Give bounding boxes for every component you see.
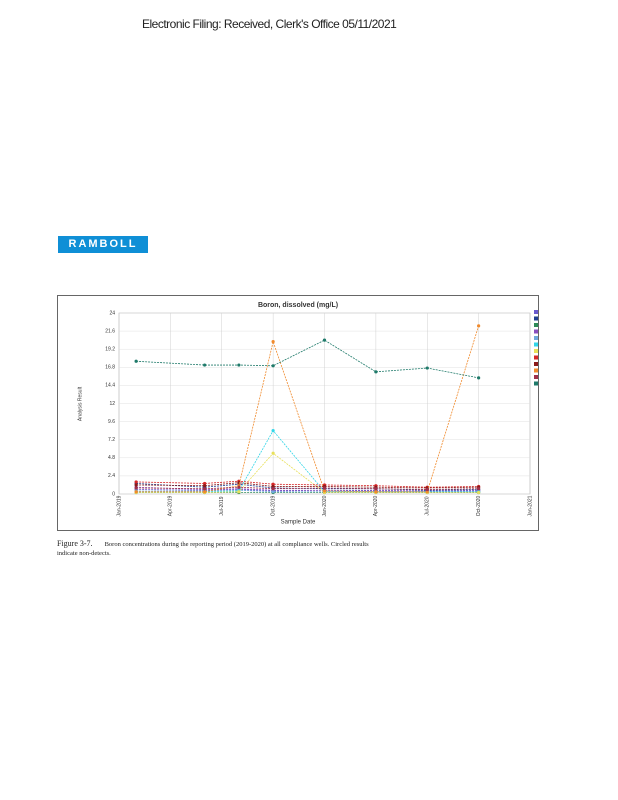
- data-point: [322, 486, 327, 490]
- data-point: [271, 487, 275, 491]
- x-tick-label: Jan-2019: [116, 495, 122, 516]
- data-point: [271, 429, 275, 433]
- data-point: [271, 340, 275, 344]
- data-point: [271, 484, 275, 489]
- series-line: [136, 325, 480, 493]
- x-tick-label: Jan-2021: [527, 495, 533, 516]
- legend-swatch: [534, 381, 538, 386]
- data-point: [271, 490, 275, 494]
- caption-text: Boron concentrations during the reportin…: [57, 541, 369, 557]
- chart: Boron, dissolved (mg/L) Sample Date Anal…: [57, 295, 539, 531]
- caption: Figure 3-7. Boron concentrations during t…: [57, 539, 377, 558]
- legend-swatch: [534, 355, 538, 360]
- x-tick-label: Oct-2020: [476, 496, 482, 517]
- data-point: [271, 482, 275, 486]
- header: Electronic Filing: Received, Clerk's Off…: [142, 17, 397, 31]
- legend-swatch: [534, 323, 538, 327]
- legend-swatch: [534, 310, 538, 314]
- data-point: [477, 487, 481, 491]
- x-tick-label: Apr-2020: [373, 496, 379, 517]
- data-point: [203, 484, 207, 488]
- data-point: [134, 486, 138, 490]
- data-point: [374, 487, 378, 491]
- data-point: [134, 490, 138, 494]
- data-point: [237, 490, 241, 494]
- data-point: [477, 490, 481, 495]
- data-point: [425, 366, 429, 370]
- legend-swatch: [534, 368, 538, 373]
- y-tick-label: 21.6: [105, 328, 115, 334]
- data-point: [271, 451, 275, 455]
- series-line: [136, 452, 479, 493]
- y-tick-label: 24: [109, 310, 115, 316]
- data-point: [203, 487, 207, 491]
- series-line: [136, 482, 479, 489]
- x-tick-label: Jul-2019: [219, 496, 225, 515]
- legend-swatch: [534, 375, 538, 379]
- data-point: [425, 490, 429, 494]
- data-point: [477, 324, 481, 328]
- logo: RAMBOLL: [58, 236, 148, 253]
- data-point: [134, 480, 138, 484]
- series-line: [136, 339, 479, 379]
- y-tick-label: 0: [112, 491, 115, 497]
- data-point: [477, 376, 481, 380]
- data-point: [374, 370, 378, 374]
- y-tick-label: 14.4: [105, 383, 115, 389]
- y-axis-label: Analysis Result: [77, 386, 83, 421]
- y-tick-label: 7.2: [108, 437, 115, 443]
- x-tick-label: Apr-2019: [168, 496, 174, 517]
- data-point: [203, 481, 207, 486]
- data-point: [203, 490, 207, 494]
- data-point: [134, 359, 138, 363]
- data-point: [425, 487, 429, 492]
- legend-swatch: [534, 349, 538, 353]
- x-tick-label: Jul-2020: [425, 496, 431, 515]
- data-point: [237, 363, 241, 367]
- x-tick-label: Jan-2020: [322, 495, 328, 516]
- series-line: [136, 429, 479, 493]
- data-point: [374, 490, 378, 494]
- y-tick-label: 4.8: [108, 455, 115, 461]
- x-tick-label: Oct-2019: [270, 496, 276, 517]
- y-tick-label: 2.4: [108, 473, 115, 479]
- series-line: [136, 486, 479, 492]
- y-tick-label: 12: [109, 401, 115, 407]
- data-point: [271, 364, 275, 368]
- y-tick-label: 19.2: [105, 347, 115, 353]
- data-point: [134, 483, 138, 487]
- series-line: [136, 480, 479, 488]
- chart-title: Boron, dissolved (mg/L): [258, 302, 338, 309]
- y-tick-label: 16.8: [105, 365, 115, 371]
- y-tick-label: 9.6: [108, 419, 115, 425]
- data-point: [322, 338, 327, 342]
- x-axis-label: Sample Date: [281, 520, 316, 526]
- legend-swatch: [534, 329, 538, 334]
- data-point: [322, 489, 327, 493]
- legend-swatch: [534, 316, 538, 321]
- legend-swatch: [534, 362, 538, 366]
- legend-swatch: [534, 342, 538, 347]
- data-point: [203, 363, 207, 367]
- series-line: [136, 486, 479, 490]
- caption-label: Figure 3-7.: [57, 539, 93, 548]
- legend-swatch: [534, 336, 538, 340]
- data-point: [237, 485, 241, 489]
